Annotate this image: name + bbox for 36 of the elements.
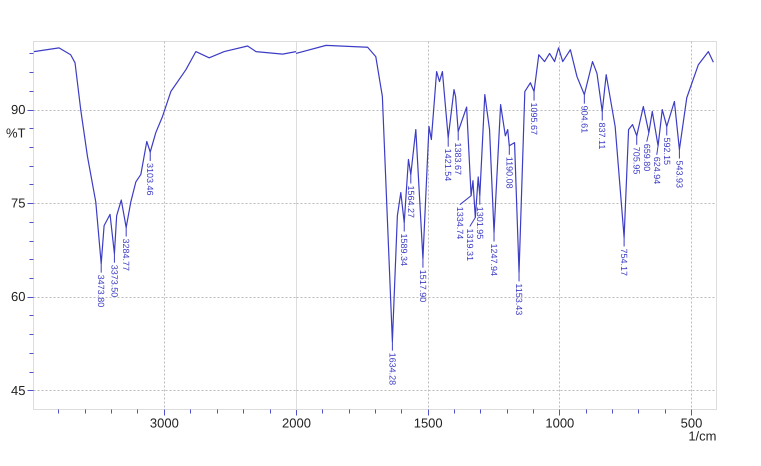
annotation: 705.95 bbox=[632, 146, 642, 174]
annotation: 1095.67 bbox=[529, 102, 540, 136]
annotation: 1383.67 bbox=[453, 142, 464, 175]
annotation: 1334.74 bbox=[454, 206, 465, 240]
annotation: 3473.80 bbox=[96, 274, 106, 308]
annotation: 1319.31 bbox=[464, 228, 475, 262]
annotation: 1247.94 bbox=[489, 243, 500, 276]
x-axis-title: 1/cm bbox=[688, 428, 716, 444]
annotation: 592.15 bbox=[662, 137, 672, 165]
annotation: 1153.43 bbox=[514, 283, 524, 316]
annotation: 1634.28 bbox=[387, 352, 398, 386]
annotation: 1517.90 bbox=[418, 270, 428, 302]
annotation: 1589.34 bbox=[399, 234, 410, 266]
annotation: 1301.95 bbox=[474, 206, 485, 240]
y-axis-title: %T bbox=[6, 126, 26, 140]
annotation: 3373.50 bbox=[109, 264, 120, 298]
x-tick-label: 1500 bbox=[414, 416, 443, 430]
annotation: 754.17 bbox=[619, 248, 630, 276]
annotation: 1421.54 bbox=[443, 148, 454, 182]
annotation: 1190.08 bbox=[504, 156, 514, 189]
annotation: 904.61 bbox=[579, 106, 590, 134]
y-tick-label: 90 bbox=[11, 102, 26, 118]
annotation: 543.93 bbox=[674, 160, 684, 188]
x-tick-label: 3000 bbox=[150, 416, 179, 430]
x-tick-label: 2000 bbox=[282, 416, 311, 430]
x-tick-label: 500 bbox=[680, 416, 702, 430]
annotation: 837.11 bbox=[597, 122, 608, 150]
annotation: 624.94 bbox=[652, 156, 662, 184]
y-tick-label: 75 bbox=[11, 196, 26, 211]
annotation: 3103.46 bbox=[145, 163, 156, 196]
y-tick-label: 45 bbox=[11, 382, 26, 398]
x-tick-label: 1000 bbox=[545, 416, 574, 430]
annotation: 659.80 bbox=[642, 144, 652, 172]
y-tick-label: 60 bbox=[11, 289, 26, 304]
annotation: 3284.77 bbox=[121, 238, 132, 272]
annotation: 1564.27 bbox=[406, 185, 416, 218]
